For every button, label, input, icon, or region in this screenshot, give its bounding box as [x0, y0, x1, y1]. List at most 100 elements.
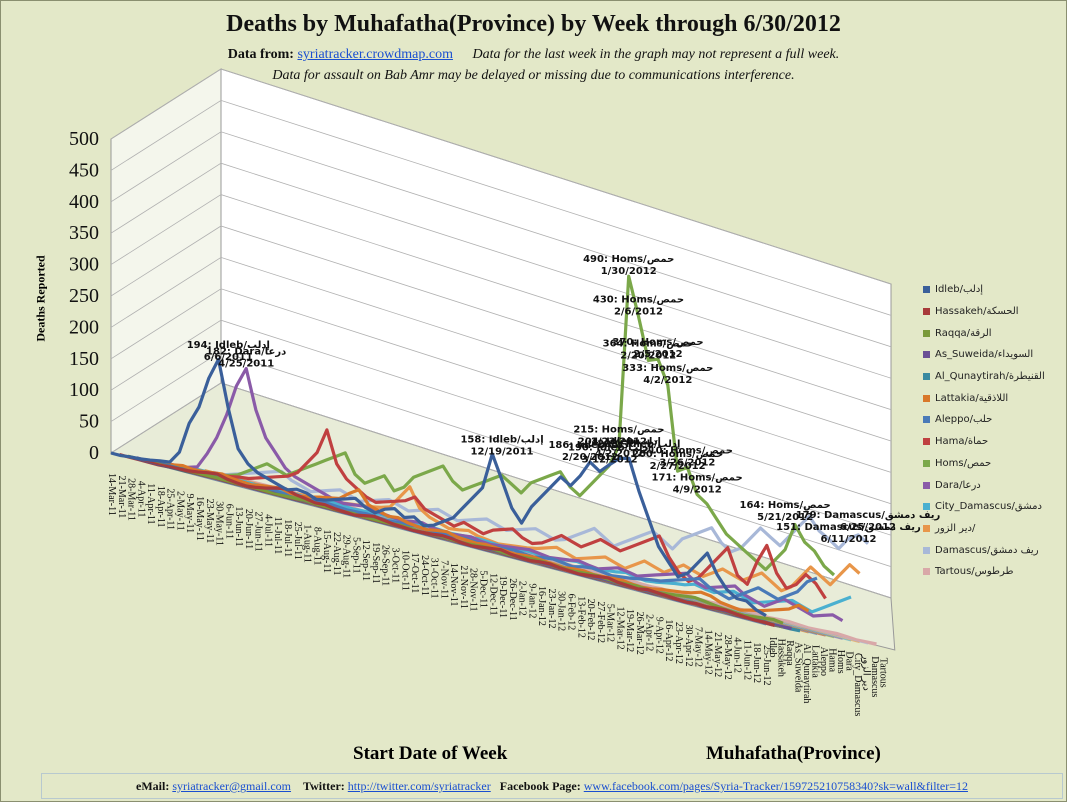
x-tick-label: 5-Sep-11 [350, 537, 361, 573]
x-tick-label: 2-Apr-12 [644, 614, 655, 651]
data-label: 370: Homs/حمص 2/5/2012 [612, 337, 703, 360]
email-link[interactable]: syriatracker@gmail.com [172, 779, 292, 793]
z-tick-label: دير الزور [861, 654, 872, 691]
x-tick-label: 11-Jul-11 [272, 517, 283, 555]
data-label: 171: Homs/حمص 4/9/2012 [652, 472, 743, 495]
legend-label: Damascus/ريف دمشق [935, 544, 1039, 556]
x-tick-label: 14-Nov-11 [448, 563, 459, 607]
email-label: eMail: [136, 779, 170, 793]
legend-item: As_Suweida/السويداء [923, 344, 1063, 366]
facebook-link[interactable]: www.facebook.com/pages/Syria-Tracker/159… [583, 779, 968, 793]
legend-swatch [923, 373, 930, 381]
legend-swatch [923, 459, 930, 467]
y-gridline [110, 194, 892, 410]
x-tick-label: 12-Dec-11 [487, 573, 498, 615]
facebook-label: Facebook Page: [499, 779, 581, 793]
x-tick-label: 23-Apr-12 [673, 622, 684, 664]
x-tick-label: 16-Apr-12 [663, 619, 674, 661]
legend-swatch [923, 438, 930, 446]
z-tick-label: Tartous [878, 658, 889, 688]
x-tick-label: 19-Mar-12 [624, 609, 635, 652]
x-tick-label: 5-Mar-12 [605, 604, 616, 642]
legend-item: Damascus/ريف دمشق [923, 539, 1063, 561]
data-label: 215: Homs/حمص 1/23/2012 [573, 424, 664, 447]
y-gridline [110, 351, 892, 567]
x-tick-label: 25-Apr-11 [165, 488, 176, 530]
legend-label: Homs/حمص [935, 457, 992, 469]
x-axis-title: Start Date of Week [353, 743, 508, 764]
legend-swatch [923, 503, 930, 511]
x-tick-label: 18-Apr-11 [155, 486, 166, 528]
twitter-link[interactable]: http://twitter.com/syriatracker [347, 779, 491, 793]
legend-swatch [923, 286, 930, 294]
y-tick-label: 300 [69, 254, 99, 276]
legend-item: Hassakeh/الحسكة [923, 301, 1063, 323]
x-tick-label: 28-May-12 [722, 635, 733, 680]
y-tick-label: 200 [69, 316, 99, 338]
x-tick-label: 13-Jun-11 [233, 506, 244, 546]
z-tick-label: City_Damascus [852, 653, 863, 716]
x-tick-label: 2-May-11 [174, 491, 185, 531]
legend-label: Aleppo/حلب [935, 414, 993, 426]
legend-swatch [923, 308, 930, 316]
x-tick-label: 2-Jan-12 [517, 581, 528, 616]
x-tick-label: 19-Dec-11 [497, 576, 508, 618]
x-tick-label: 6-Feb-12 [565, 594, 576, 631]
y-gridline [110, 131, 892, 348]
series-line [110, 357, 767, 617]
data-source-link[interactable]: syriatracker.crowdmap.com [297, 47, 453, 62]
x-tick-label: 24-Oct-11 [419, 555, 430, 596]
legend-item: City_Damascus/دمشق [923, 496, 1063, 518]
legend-label: Al_Qunaytirah/القنيطرة [935, 371, 1045, 383]
x-tick-label: 16-May-11 [194, 496, 205, 541]
x-tick-label: 9-Apr-12 [653, 617, 664, 654]
legend: Idleb/إدلب Hassakeh/الحسكة Raqqa/الرقة As_S… [923, 279, 1063, 583]
z-tick-label: Hassakeh [776, 639, 787, 677]
legend-label: City_Damascus/دمشق [935, 501, 1042, 513]
z-tick-label: Damascus [869, 656, 880, 697]
series-baseline [110, 452, 767, 626]
legend-item: Idleb/إدلب [923, 279, 1063, 301]
x-tick-label: 9-May-11 [184, 494, 195, 534]
x-tick-label: 10-Oct-11 [399, 550, 410, 591]
x-tick-label: 21-Mar-11 [116, 476, 127, 519]
x-tick-label: 26-Sep-11 [380, 545, 391, 586]
series-line [153, 459, 810, 613]
legend-item: Lattakia/اللاذقية [923, 387, 1063, 409]
data-from-label: Data from: [227, 47, 294, 62]
legend-label: Idleb/إدلب [935, 284, 984, 296]
data-label: 186: Idleb/إدلب 2/20/2012 [548, 440, 631, 463]
legend-swatch [923, 351, 930, 359]
x-tick-label: 18-Jun-12 [751, 642, 762, 683]
y-tick-label: 350 [69, 222, 99, 244]
z-axis-title: Muhafatha(Province) [706, 743, 881, 764]
x-tick-label: 27-Feb-12 [595, 601, 606, 643]
data-label: 158: Idleb/إدلب 12/19/2011 [460, 434, 543, 457]
legend-item: Hama/حماة [923, 431, 1063, 453]
x-tick-label: 28-Mar-11 [126, 478, 137, 521]
data-source-line: Data from: syriatracker.crowdmap.com Dat… [1, 47, 1066, 63]
legend-swatch [923, 416, 930, 424]
x-tick-label: 12-Mar-12 [614, 606, 625, 649]
x-tick-label: 15-Aug-11 [321, 529, 332, 573]
series-line [187, 366, 844, 622]
x-tick-label: 19-Sep-11 [370, 542, 381, 583]
y-gridline [110, 225, 892, 442]
legend-item: Al_Qunaytirah/القنيطرة [923, 366, 1063, 388]
data-label: 200: Homs/حمص 2/27/2012 [632, 449, 723, 472]
x-tick-label: 8-Aug-11 [311, 527, 322, 566]
z-tick-label: Idleb [767, 637, 778, 658]
y-tick-label: 250 [69, 285, 99, 307]
data-label: 430: Homs/حمص 2/6/2012 [593, 294, 684, 317]
x-tick-label: 7-Nov-11 [438, 560, 449, 599]
x-tick-label: 22-Aug-11 [331, 532, 342, 576]
legend-label: دير الزور/ [935, 522, 976, 534]
data-label: 364: Homs/حمص 2/20/2012 [603, 338, 694, 361]
x-tick-label: 14-Mar-11 [106, 473, 117, 516]
x-tick-label: 17-Oct-11 [409, 553, 420, 594]
legend-item: Aleppo/حلب [923, 409, 1063, 431]
y-tick-label: 400 [69, 191, 99, 213]
note-partial-week: Data for the last week in the graph may … [472, 47, 840, 62]
